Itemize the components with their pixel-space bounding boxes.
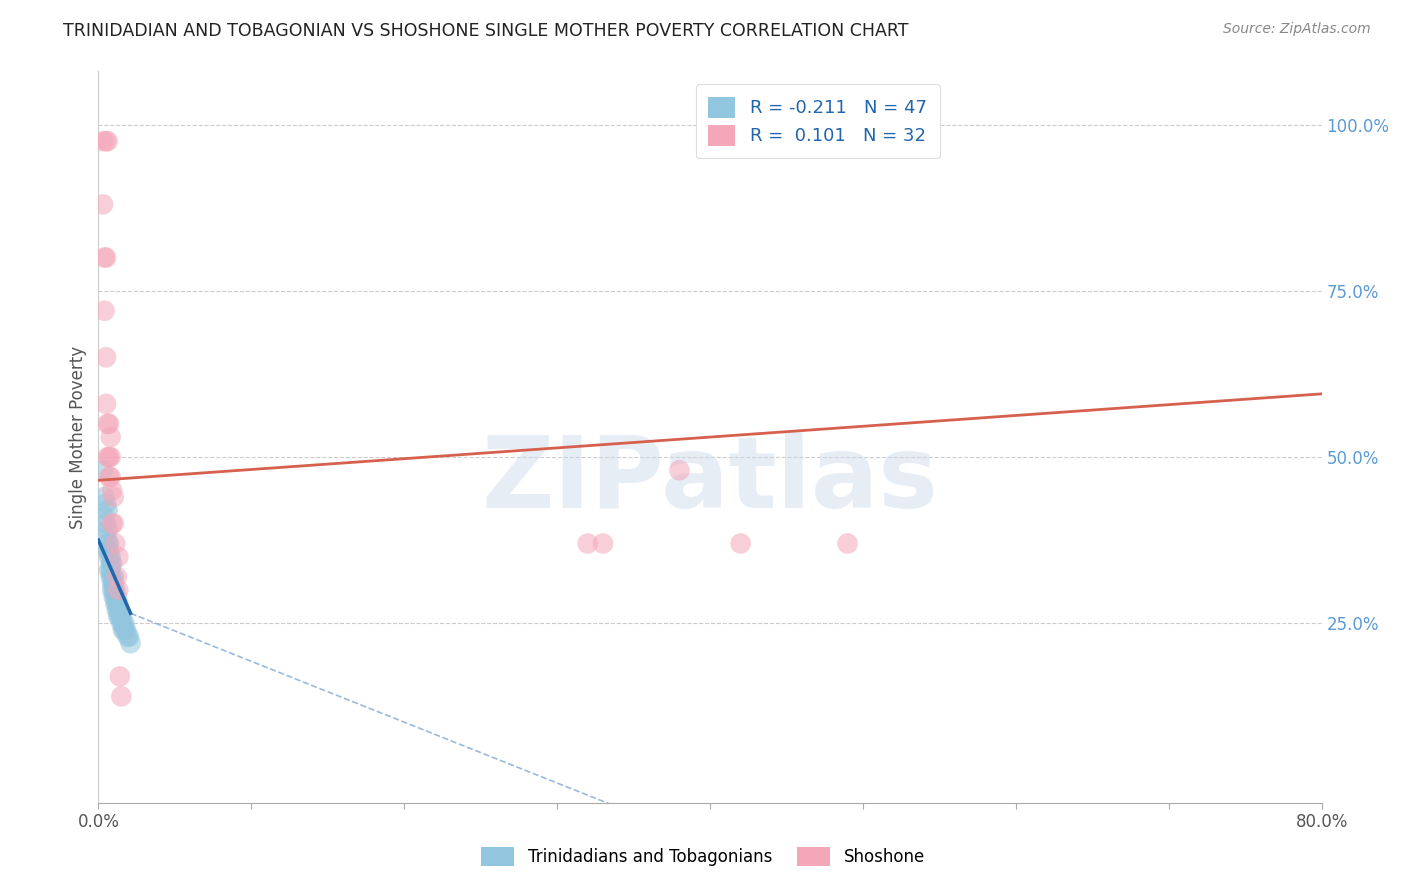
Point — [105, 596, 128, 610]
Point — [97, 417, 120, 431]
Point — [107, 609, 129, 624]
Point — [101, 582, 124, 597]
Point — [94, 530, 117, 544]
Point — [93, 490, 115, 504]
Point — [97, 450, 120, 464]
Text: ZIPatlas: ZIPatlas — [482, 433, 938, 530]
Point — [115, 623, 138, 637]
Point — [107, 582, 129, 597]
Point — [112, 623, 135, 637]
Point — [103, 576, 125, 591]
Point — [98, 543, 121, 558]
Point — [111, 616, 134, 631]
Point — [100, 557, 122, 571]
Point — [97, 503, 120, 517]
Point — [97, 536, 120, 550]
Point — [105, 603, 128, 617]
Point — [100, 570, 122, 584]
Point — [120, 636, 142, 650]
Point — [117, 630, 139, 644]
Point — [107, 603, 129, 617]
Point — [101, 570, 124, 584]
Point — [592, 536, 614, 550]
Point — [94, 397, 117, 411]
Y-axis label: Single Mother Poverty: Single Mother Poverty — [69, 345, 87, 529]
Point — [98, 417, 121, 431]
Point — [103, 582, 125, 597]
Point — [97, 543, 120, 558]
Point — [97, 134, 120, 148]
Point — [100, 450, 122, 464]
Point — [110, 616, 132, 631]
Point — [100, 430, 122, 444]
Point — [105, 570, 128, 584]
Point — [110, 609, 132, 624]
Point — [108, 603, 131, 617]
Point — [91, 463, 114, 477]
Point — [94, 251, 117, 265]
Point — [93, 509, 115, 524]
Point — [108, 609, 131, 624]
Point — [101, 483, 124, 498]
Text: TRINIDADIAN AND TOBAGONIAN VS SHOSHONE SINGLE MOTHER POVERTY CORRELATION CHART: TRINIDADIAN AND TOBAGONIAN VS SHOSHONE S… — [63, 22, 908, 40]
Point — [104, 536, 127, 550]
Point — [98, 549, 121, 564]
Point — [108, 669, 131, 683]
Point — [103, 590, 125, 604]
Point — [94, 134, 117, 148]
Point — [98, 536, 121, 550]
Point — [104, 590, 127, 604]
Point — [97, 523, 120, 537]
Point — [107, 549, 129, 564]
Point — [103, 570, 125, 584]
Point — [668, 463, 690, 477]
Text: Source: ZipAtlas.com: Source: ZipAtlas.com — [1223, 22, 1371, 37]
Point — [103, 516, 125, 531]
Point — [100, 549, 122, 564]
Point — [105, 590, 128, 604]
Point — [103, 490, 125, 504]
Point — [576, 536, 599, 550]
Point — [94, 497, 117, 511]
Point — [104, 582, 127, 597]
Point — [101, 557, 124, 571]
Point — [112, 616, 135, 631]
Point — [101, 576, 124, 591]
Point — [110, 690, 132, 704]
Point — [98, 450, 121, 464]
Point — [101, 516, 124, 531]
Point — [118, 630, 141, 644]
Legend: Trinidadians and Tobagonians, Shoshone: Trinidadians and Tobagonians, Shoshone — [472, 838, 934, 875]
Legend: R = -0.211   N = 47, R =  0.101   N = 32: R = -0.211 N = 47, R = 0.101 N = 32 — [696, 84, 939, 158]
Point — [100, 563, 122, 577]
Point — [107, 596, 129, 610]
Point — [93, 251, 115, 265]
Point — [100, 470, 122, 484]
Point — [98, 563, 121, 577]
Point — [104, 596, 127, 610]
Point — [111, 623, 134, 637]
Point — [837, 536, 859, 550]
Point — [91, 134, 114, 148]
Point — [91, 197, 114, 211]
Point — [94, 516, 117, 531]
Point — [730, 536, 752, 550]
Point — [98, 470, 121, 484]
Point — [93, 303, 115, 318]
Point — [94, 351, 117, 365]
